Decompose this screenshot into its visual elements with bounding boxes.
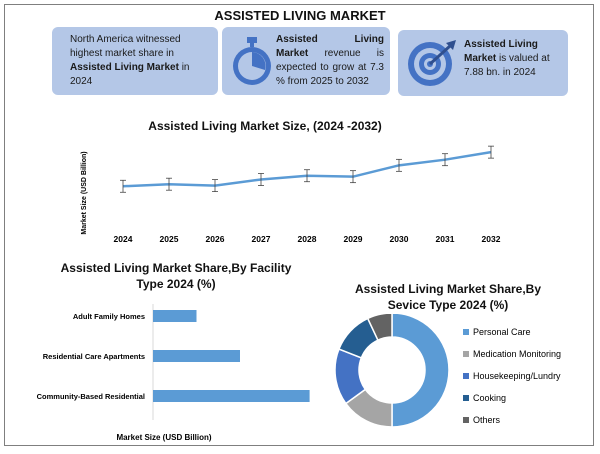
x-tick-label: 2028 xyxy=(298,234,317,244)
x-tick-label: 2031 xyxy=(436,234,455,244)
card2-text-post: revenue is expected to grow at 7.3 % fro… xyxy=(276,48,384,87)
bar-residential-care-apartments xyxy=(153,350,240,362)
error-bar-2027 xyxy=(258,173,264,186)
line-chart: Market Size (USD Billion) 2024 2025 2026 20… xyxy=(81,145,501,244)
error-bar-2025 xyxy=(166,177,172,191)
card1-text-pre: North America witnessed highest market s… xyxy=(70,34,181,59)
legend-swatch xyxy=(463,373,469,379)
category-label: Residential Care Apartments xyxy=(43,352,145,361)
error-bar-2024 xyxy=(120,179,126,193)
line-chart-title: Assisted Living Market Size, (2024 -2032… xyxy=(148,119,382,133)
x-tick-label: 2024 xyxy=(114,234,133,244)
x-tick-label: 2029 xyxy=(344,234,363,244)
x-tick-label: 2027 xyxy=(252,234,271,244)
bar-adult-family-homes xyxy=(153,310,197,322)
growth-card: Assisted Living Market revenue is expect… xyxy=(222,27,390,95)
bar-chart: Market Size (USD Billion) Adult Family H… xyxy=(37,304,310,442)
card1-text: North America witnessed highest market s… xyxy=(70,33,210,89)
card1-text-bold: Assisted Living Market xyxy=(70,62,179,73)
legend-label: Personal Care xyxy=(473,327,531,337)
legend-label: Medication Monitoring xyxy=(473,349,561,359)
category-label: Adult Family Homes xyxy=(73,312,145,321)
x-tick-label: 2025 xyxy=(160,234,179,244)
legend-swatch xyxy=(463,351,469,357)
stopwatch-icon xyxy=(233,37,271,85)
x-tick-label: 2030 xyxy=(390,234,409,244)
line-chart-ylabel: Market Size (USD Billion) xyxy=(81,151,88,234)
target-icon xyxy=(408,40,456,86)
slice-personal-care xyxy=(391,314,450,428)
page-title: ASSISTED LIVING MARKET xyxy=(214,8,386,23)
infographic-frame xyxy=(4,4,594,446)
donut-chart-title: Assisted Living Market Share,By Sevice T… xyxy=(354,282,542,312)
slice-others xyxy=(366,314,393,342)
card3-text: Assisted Living Market is valued at 7.88… xyxy=(464,38,564,80)
legend-swatch xyxy=(463,417,469,423)
error-bar-2032 xyxy=(488,145,494,159)
error-bar-2029 xyxy=(350,170,356,184)
card3-text-post: is valued at 7.88 bn. in 2024 xyxy=(464,53,550,78)
card2-text: Assisted Living Market revenue is expect… xyxy=(276,33,384,89)
legend-label: Cooking xyxy=(473,393,506,403)
card3-text-bold: Assisted Living Market xyxy=(464,39,538,64)
legend-swatch xyxy=(463,395,469,401)
bar-chart-title: Assisted Living Market Share,By Facility… xyxy=(60,261,292,291)
donut-chart: Personal Care Medication Monitoring Housek… xyxy=(334,314,561,428)
error-bar-2031 xyxy=(442,153,448,167)
bar-chart-xlabel: Market Size (USD Billion) xyxy=(116,433,211,442)
north-america-card: North America witnessed highest market s… xyxy=(52,27,218,95)
card2-text-bold: Assisted Living Market xyxy=(276,34,384,59)
x-tick-label: 2026 xyxy=(206,234,225,244)
card1-text-post: in 2024 xyxy=(70,62,190,87)
error-bar-2026 xyxy=(212,179,218,193)
legend-label: Housekeeping/Lundry xyxy=(473,371,561,381)
legend-swatch xyxy=(463,329,469,335)
bar-community-based-residential xyxy=(153,390,310,402)
valuation-card: Assisted Living Market is valued at 7.88… xyxy=(398,30,568,96)
legend-label: Others xyxy=(473,415,501,425)
error-bar-2030 xyxy=(396,158,402,172)
error-bar-2028 xyxy=(304,169,310,183)
x-tick-label: 2032 xyxy=(482,234,501,244)
category-label: Community-Based Residential xyxy=(37,392,145,401)
